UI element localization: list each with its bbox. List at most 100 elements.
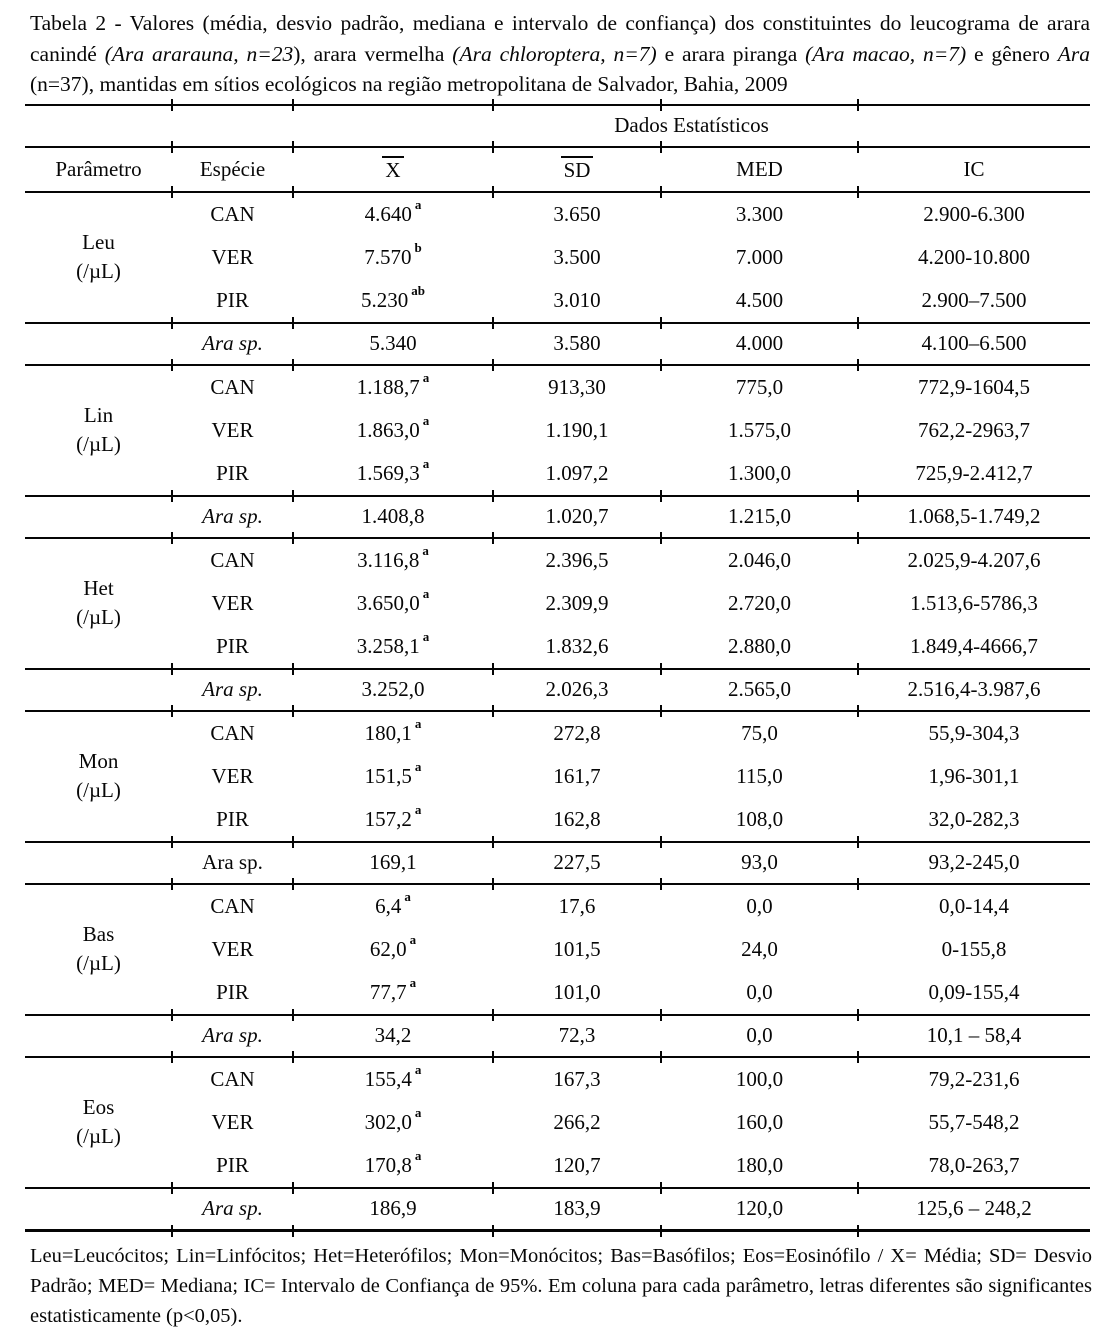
significance-superscript: a (422, 456, 430, 471)
column-boundary-tick (492, 140, 494, 153)
species-cell: VER (211, 244, 254, 269)
caption-segment-species: (Ara chloroptera, n=7) (452, 41, 657, 66)
significance-superscript: b (414, 240, 422, 255)
med-cell: 7.000 (735, 244, 784, 269)
param-cell-leu: Leu (/µL) (25, 193, 172, 322)
significance-superscript: a (422, 586, 430, 601)
empty-cell (25, 106, 293, 146)
column-boundary-tick (292, 1181, 294, 1194)
summary-ic-cell: 125,6 – 248,2 (916, 1196, 1032, 1220)
col-header-parametro: Parâmetro (55, 156, 142, 181)
column-boundary-tick (171, 316, 173, 329)
summary-species-cell: Ara sp. (202, 331, 263, 355)
column-boundary-tick (660, 662, 662, 675)
sd-cell: 1.190,1 (545, 417, 609, 442)
table-rule (25, 185, 1090, 198)
mean-value: 77,7 (369, 979, 407, 1004)
param-cell-bas: Bas (/µL) (25, 885, 172, 1014)
column-boundary-tick (660, 704, 662, 717)
column-boundary-tick (492, 877, 494, 890)
summary-mean-cell: 169,1 (369, 850, 417, 874)
mean-value: 180,1 (364, 720, 412, 745)
column-boundary-tick (171, 1008, 173, 1021)
mean-value: 1.569,3 (356, 460, 420, 485)
table-rule (25, 316, 1090, 329)
table-rule (25, 877, 1090, 890)
species-cell: VER (211, 936, 254, 961)
ic-cell: 55,9-304,3 (928, 720, 1020, 745)
sd-cell: 1.832,6 (545, 633, 609, 658)
summary-mean-cell: 1.408,8 (361, 504, 425, 528)
param-cell-het: Het (/µL) (25, 539, 172, 668)
column-boundary-tick (171, 358, 173, 371)
species-cell: PIR (216, 460, 249, 485)
column-boundary-tick (660, 1224, 662, 1237)
column-boundary-tick (492, 531, 494, 544)
mean-cell: 1.569,3 a (293, 452, 493, 495)
ic-cell: 1.513,6-5786,3 (910, 590, 1038, 615)
column-boundary-tick (857, 316, 859, 329)
summary-ic-cell: 4.100–6.500 (921, 331, 1027, 355)
empty-cell (25, 497, 172, 537)
med-cell: 1.300,0 (728, 460, 791, 485)
param-unit: (/µL) (76, 259, 121, 283)
column-boundary-tick (660, 531, 662, 544)
species-cell: PIR (216, 979, 249, 1004)
summary-ic-cell: 2.516,4-3.987,6 (907, 677, 1041, 701)
med-cell: 0,0 (746, 979, 773, 1004)
species-cell: VER (211, 763, 254, 788)
table-rule (25, 1050, 1090, 1063)
column-boundary-tick (660, 316, 662, 329)
sd-cell: 913,30 (548, 374, 606, 399)
sd-overbar-symbol: SD (560, 156, 594, 182)
column-boundary-tick (857, 1008, 859, 1021)
significance-superscript: a (414, 759, 422, 774)
column-boundary-tick (292, 98, 294, 111)
table-bottom-rule (25, 1224, 1090, 1237)
med-cell: 115,0 (736, 763, 783, 788)
column-boundary-tick (292, 1008, 294, 1021)
column-boundary-tick (660, 358, 662, 371)
significance-superscript: a (414, 1148, 422, 1163)
column-boundary-tick (857, 489, 859, 502)
med-cell: 180,0 (735, 1152, 784, 1177)
med-cell: 75,0 (741, 720, 778, 745)
table-rule (25, 835, 1090, 848)
significance-superscript: a (409, 975, 417, 990)
column-boundary-tick (660, 1008, 662, 1021)
table-rule (25, 358, 1090, 371)
significance-superscript: a (404, 889, 411, 904)
table-rule (25, 1181, 1090, 1194)
significance-superscript: a (414, 716, 422, 731)
med-cell: 775,0 (735, 374, 784, 399)
significance-superscript: a (422, 629, 430, 644)
mean-value: 157,2 (364, 806, 412, 831)
med-cell: 24,0 (741, 936, 778, 961)
param-abbrev: Lin (83, 403, 114, 427)
table-rule (25, 489, 1090, 502)
sd-cell: 3.010 (553, 287, 601, 312)
param-abbrev: Mon (78, 749, 119, 773)
param-abbrev: Bas (82, 922, 115, 946)
column-boundary-tick (492, 98, 494, 111)
column-boundary-tick (492, 185, 494, 198)
significance-superscript: a (409, 932, 417, 947)
sd-cell: 2.309,9 (545, 590, 609, 615)
med-cell: 2.720,0 (728, 590, 791, 615)
column-boundary-tick (660, 877, 662, 890)
column-boundary-tick (171, 662, 173, 675)
species-cell: CAN (210, 720, 255, 745)
mean-cell: 170,8 a (293, 1144, 493, 1187)
column-boundary-tick (292, 489, 294, 502)
column-boundary-tick (292, 704, 294, 717)
summary-med-cell: 1.215,0 (728, 504, 791, 528)
sd-cell: 2.396,5 (545, 547, 609, 572)
mean-cell: 155,4 a (293, 1058, 493, 1101)
ic-cell: 1,96-301,1 (928, 763, 1020, 788)
med-cell: 0,0 (746, 893, 773, 918)
species-cell: VER (211, 590, 254, 615)
table-rule (25, 140, 1090, 153)
summary-sd-cell: 183,9 (553, 1196, 601, 1220)
ic-cell: 2.025,9-4.207,6 (907, 547, 1041, 572)
ic-cell: 1.849,4-4666,7 (910, 633, 1038, 658)
